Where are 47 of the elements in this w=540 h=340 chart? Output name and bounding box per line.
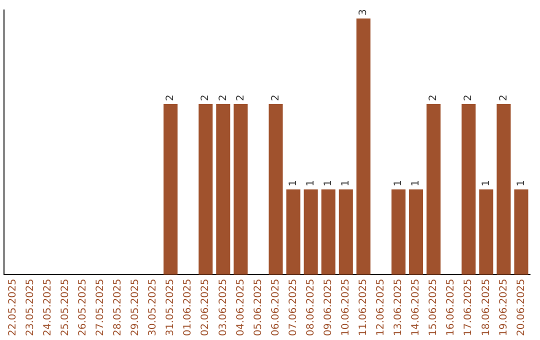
data-label: 2 bbox=[428, 94, 440, 101]
x-tick-label: 23.05.2025 bbox=[24, 278, 36, 336]
data-label: 2 bbox=[235, 94, 246, 101]
data-label: 1 bbox=[393, 180, 404, 186]
data-label: 1 bbox=[516, 180, 527, 186]
x-tick-label: 14.06.2025 bbox=[410, 278, 422, 336]
x-tick-label: 24.05.2025 bbox=[42, 278, 54, 336]
x-tick-label: 20.06.2025 bbox=[516, 278, 527, 336]
x-tick-label: 11.06.2025 bbox=[358, 278, 370, 336]
data-label: 2 bbox=[218, 94, 229, 101]
x-tick-label: 19.06.2025 bbox=[498, 278, 510, 336]
data-label: 2 bbox=[270, 94, 282, 101]
data-label: 1 bbox=[410, 180, 422, 186]
x-tick-label: 04.06.2025 bbox=[235, 278, 246, 336]
x-tick-label: 13.06.2025 bbox=[393, 278, 404, 336]
x-tick-label: 12.06.2025 bbox=[376, 278, 387, 336]
x-tick-label: 26.05.2025 bbox=[77, 278, 88, 336]
x-tick-label: 28.05.2025 bbox=[112, 278, 124, 336]
x-tick-label: 01.06.2025 bbox=[182, 278, 194, 336]
x-tick-label: 29.05.2025 bbox=[130, 278, 142, 336]
x-tick-label: 17.06.2025 bbox=[463, 278, 474, 336]
data-label: 1 bbox=[305, 180, 316, 186]
x-tick-label: 22.05.2025 bbox=[7, 278, 18, 336]
x-tick-label: 15.06.2025 bbox=[428, 278, 440, 336]
x-tick-label: 16.06.2025 bbox=[446, 278, 457, 336]
data-label: 1 bbox=[322, 180, 334, 186]
data-label: 2 bbox=[463, 94, 474, 101]
x-tick-label: 09.06.2025 bbox=[322, 278, 334, 336]
x-tick-label: 27.05.2025 bbox=[95, 278, 106, 336]
x-tick-label: 07.06.2025 bbox=[288, 278, 299, 336]
x-tick-label: 30.05.2025 bbox=[148, 278, 159, 336]
data-label: 1 bbox=[340, 180, 352, 186]
x-tick-label: 25.05.2025 bbox=[60, 278, 71, 336]
x-tick-label: 02.06.2025 bbox=[200, 278, 212, 336]
x-tick-label: 31.05.2025 bbox=[165, 278, 176, 336]
data-label: 3 bbox=[358, 9, 370, 16]
x-tick-label: 03.06.2025 bbox=[218, 278, 229, 336]
data-label: 2 bbox=[498, 94, 510, 101]
x-tick-label: 06.06.2025 bbox=[270, 278, 282, 336]
data-label: 1 bbox=[288, 180, 299, 186]
x-tick-label: 18.06.2025 bbox=[480, 278, 492, 336]
data-label: 1 bbox=[480, 180, 492, 186]
data-label: 2 bbox=[200, 94, 212, 101]
x-tick-label: 10.06.2025 bbox=[340, 278, 352, 336]
data-label: 2 bbox=[165, 94, 176, 101]
x-tick-label: 08.06.2025 bbox=[305, 278, 316, 336]
x-tick-label: 05.06.2025 bbox=[252, 278, 264, 336]
